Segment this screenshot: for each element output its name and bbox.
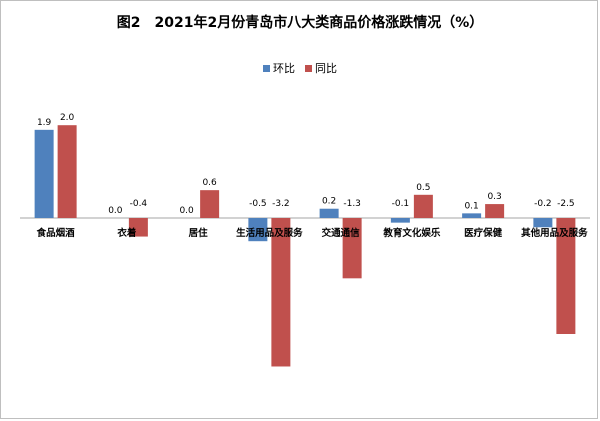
category-label-1: 衣着 [117, 227, 137, 239]
legend-item-mom: 环比 [263, 60, 295, 76]
category-label-0: 食品烟酒 [36, 227, 76, 239]
bar-yoy-1 [128, 218, 148, 237]
legend-swatch-yoy [305, 64, 312, 72]
data-label-mom-2: 0.0 [179, 206, 194, 216]
chart-legend: 环比 同比 [0, 60, 600, 76]
data-label-mom-4: 0.2 [322, 197, 336, 207]
legend-label-mom: 环比 [273, 62, 295, 75]
bar-yoy-5 [413, 194, 433, 218]
bar-mom-3 [248, 218, 268, 242]
category-label-4: 交通通信 [322, 227, 361, 239]
bar-yoy-7 [556, 218, 576, 334]
data-label-yoy-7: -2.5 [557, 199, 575, 209]
bar-yoy-0 [57, 125, 77, 218]
data-label-mom-5: -0.1 [392, 199, 410, 209]
bar-mom-0 [34, 129, 54, 218]
data-label-yoy-1: -0.4 [130, 199, 148, 209]
bar-mom-7 [533, 218, 553, 228]
category-label-3: 生活用品及服务 [236, 227, 303, 239]
bar-mom-4 [319, 208, 339, 218]
data-label-yoy-6: 0.3 [487, 192, 501, 202]
data-label-yoy-2: 0.6 [202, 178, 217, 188]
bar-mom-6 [462, 213, 482, 218]
data-label-mom-7: -0.2 [534, 199, 552, 209]
legend-swatch-mom [263, 64, 270, 72]
data-label-yoy-3: -3.2 [272, 199, 290, 209]
bar-yoy-2 [200, 190, 220, 218]
chart-title: 图2 2021年2月份青岛市八大类商品价格涨跌情况（%） [116, 15, 484, 31]
category-label-2: 居住 [189, 227, 209, 239]
bar-yoy-4 [342, 218, 362, 279]
bar-mom-5 [390, 218, 410, 223]
data-label-yoy-0: 2.0 [60, 113, 75, 123]
data-label-mom-1: 0.0 [108, 206, 123, 216]
category-label-6: 医疗保健 [464, 227, 503, 239]
category-label-7: 其他用品及服务 [521, 227, 588, 239]
data-label-mom-3: -0.5 [249, 199, 267, 209]
data-label-mom-0: 1.9 [37, 118, 52, 128]
bar-yoy-6 [485, 204, 505, 218]
data-label-yoy-4: -1.3 [343, 199, 361, 209]
legend-item-yoy: 同比 [305, 60, 337, 76]
bar-yoy-3 [271, 218, 291, 367]
category-label-5: 教育文化娱乐 [382, 227, 441, 239]
data-label-mom-6: 0.1 [464, 201, 478, 211]
data-label-yoy-5: 0.5 [416, 183, 430, 193]
legend-label-yoy: 同比 [315, 62, 337, 75]
